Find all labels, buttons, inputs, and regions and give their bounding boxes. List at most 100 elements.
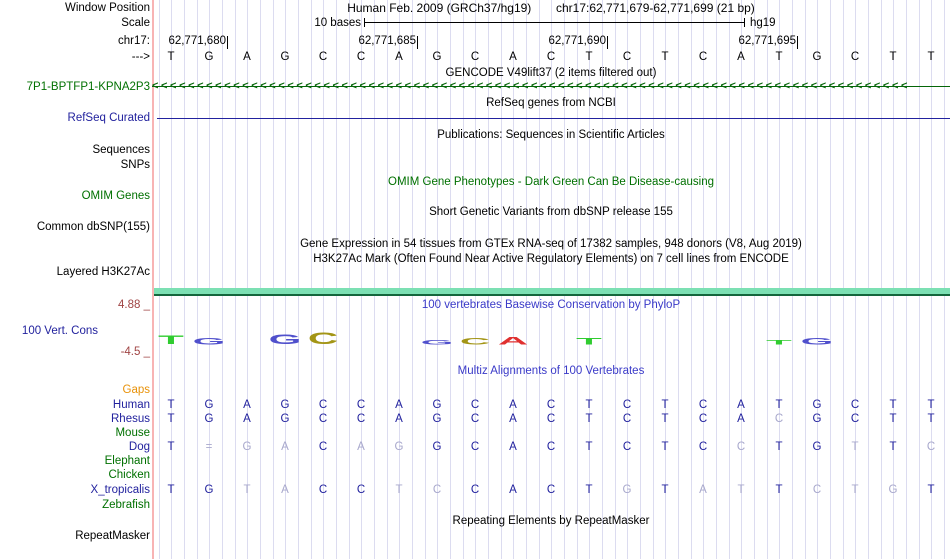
alignment-base: C <box>356 484 366 496</box>
sequence-base: C <box>470 51 480 63</box>
gridline <box>488 0 489 559</box>
multiz-species-label[interactable]: Gaps <box>122 384 151 396</box>
snps-label[interactable]: SNPs <box>120 159 150 171</box>
alignment-base: G <box>204 413 214 425</box>
alignment-base: A <box>395 399 403 411</box>
gridline <box>500 0 502 559</box>
multiz-species-label[interactable]: Zebrafish <box>102 499 150 511</box>
ruler-coordinate: 62,771,685 <box>358 35 416 47</box>
alignment-base: A <box>509 399 517 411</box>
alignment-base: G <box>242 441 252 453</box>
gridline <box>158 0 160 559</box>
alignment-base: C <box>698 441 708 453</box>
scale-bar-left-tick <box>364 18 365 27</box>
multiz-species-label[interactable]: X_tropicalis <box>90 484 150 496</box>
layered-h3k27ac-label[interactable]: Layered H3K27Ac <box>56 266 150 278</box>
gridline <box>171 0 173 559</box>
gridline <box>906 0 908 559</box>
phylop-score-min: -4.5 _ <box>120 346 150 358</box>
refseq-feature-line[interactable] <box>157 118 950 119</box>
phylop-letter-glyph: C <box>307 329 339 348</box>
gridline <box>386 0 388 559</box>
gridline <box>374 0 375 559</box>
common-dbsnp-label[interactable]: Common dbSNP(155) <box>36 221 150 233</box>
gridline <box>576 0 578 559</box>
scale-bar <box>364 22 745 23</box>
track-title-repeatmasker[interactable]: Repeating Elements by RepeatMasker <box>452 515 650 527</box>
sequence-base: T <box>927 51 935 63</box>
track-title-multiz[interactable]: Multiz Alignments of 100 Vertebrates <box>457 365 645 377</box>
gridline <box>323 0 325 559</box>
alignment-base: A <box>281 441 289 453</box>
gridline <box>690 0 692 559</box>
alignment-base: T <box>851 441 859 453</box>
alignment-base: T <box>737 484 745 496</box>
assembly-tag: hg19 <box>750 17 776 29</box>
multiz-species-label[interactable]: Chicken <box>108 469 150 481</box>
alignment-base: G <box>394 441 404 453</box>
alignment-base: T <box>775 441 783 453</box>
scale-label: Scale <box>121 17 150 29</box>
gridline <box>918 0 920 559</box>
alignment-base: G <box>204 399 214 411</box>
alignment-base: G <box>432 413 442 425</box>
multiz-species-label[interactable]: Rhesus <box>111 413 150 425</box>
gridline <box>589 0 591 559</box>
gridline <box>741 0 743 559</box>
gridline <box>348 0 350 559</box>
multiz-species-label[interactable]: Elephant <box>104 455 150 467</box>
gene-feature-line[interactable] <box>152 86 950 87</box>
track-title-omim[interactable]: OMIM Gene Phenotypes - Dark Green Can Be… <box>388 176 714 188</box>
track-title-phylop[interactable]: 100 vertebrates Basewise Conservation by… <box>421 299 681 311</box>
multiz-species-label[interactable]: Dog <box>128 441 150 453</box>
omim-genes-label[interactable]: OMIM Genes <box>81 190 150 202</box>
track-title-gtex[interactable]: Gene Expression in 54 tissues from GTEx … <box>300 238 802 250</box>
gridline <box>868 0 870 559</box>
cursor-guideline <box>152 0 154 559</box>
refseq-curated-label[interactable]: RefSeq Curated <box>67 112 150 124</box>
alignment-base: C <box>318 413 328 425</box>
alignment-base: G <box>888 484 898 496</box>
alignment-base: T <box>927 413 935 425</box>
alignment-base: C <box>546 484 556 496</box>
alignment-base: C <box>850 399 860 411</box>
gridline <box>804 0 806 559</box>
h3k27ac-signal-bar[interactable] <box>154 288 950 294</box>
scale-bar-right-tick <box>744 18 745 27</box>
gene-name-label[interactable]: 7P1-BPTFP1-KPNA2P3 <box>26 81 150 93</box>
sequences-label[interactable]: Sequences <box>92 144 150 156</box>
repeatmasker-label[interactable]: RepeatMasker <box>75 530 150 542</box>
vert-cons-label[interactable]: 100 Vert. Cons <box>21 325 98 337</box>
track-title-publications[interactable]: Publications: Sequences in Scientific Ar… <box>437 129 665 141</box>
alignment-base: T <box>167 413 175 425</box>
alignment-base: T <box>661 484 669 496</box>
alignment-row[interactable]: T = G A C A G G C A C T C T C C T G T T C <box>152 440 950 454</box>
gene-direction-arrows[interactable]: <<<<<<<<<<<<<<<<<<<<<<<<<<<<<<<<<<<<<<<<… <box>152 80 911 92</box>
multiz-species-label[interactable]: Mouse <box>115 427 150 439</box>
alignment-base: T <box>927 484 935 496</box>
alignment-base: A <box>243 413 251 425</box>
phylop-letter-glyph: T <box>158 333 184 348</box>
alignment-base: C <box>432 484 442 496</box>
gridline <box>412 0 413 559</box>
alignment-base: T <box>585 441 593 453</box>
sequence-base: A <box>243 51 251 63</box>
alignment-base: C <box>470 484 480 496</box>
gridline <box>513 0 515 559</box>
gridline <box>184 0 185 559</box>
track-title-gencode[interactable]: GENCODE V49lift37 (2 items filtered out) <box>445 67 657 79</box>
track-title-h3k27ac[interactable]: H3K27Ac Mark (Often Found Near Active Re… <box>313 253 789 265</box>
multiz-species-label[interactable]: Human <box>112 399 150 411</box>
gridline <box>437 0 439 559</box>
track-title-refseq[interactable]: RefSeq genes from NCBI <box>486 97 616 109</box>
sequence-base: T <box>775 51 783 63</box>
track-title-dbsnp[interactable]: Short Genetic Variants from dbSNP releas… <box>429 206 673 218</box>
alignment-base: T <box>661 413 669 425</box>
phylop-letter: T <box>152 333 190 348</box>
phylop-letter: T <box>570 337 608 347</box>
alignment-base: A <box>509 441 517 453</box>
